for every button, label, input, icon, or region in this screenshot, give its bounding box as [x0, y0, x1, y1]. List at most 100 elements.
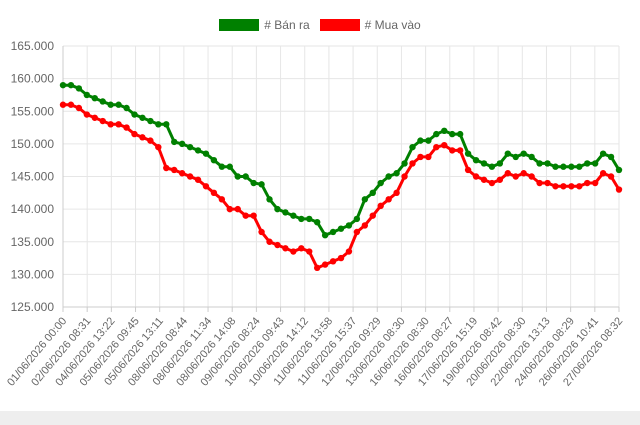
data-point — [75, 104, 83, 112]
data-point — [472, 156, 480, 164]
data-point — [480, 176, 488, 183]
data-point — [67, 101, 75, 108]
data-point — [67, 81, 75, 89]
data-point — [576, 183, 583, 190]
data-point — [409, 160, 416, 167]
data-point — [306, 248, 313, 255]
data-point — [313, 218, 321, 226]
data-point — [449, 147, 456, 154]
data-point — [361, 196, 369, 203]
data-point — [91, 95, 98, 102]
data-point — [258, 228, 265, 236]
data-point — [218, 196, 226, 203]
data-point — [480, 160, 488, 167]
data-point — [123, 124, 130, 131]
data-point — [337, 225, 345, 232]
data-point — [186, 173, 194, 180]
data-point — [584, 160, 591, 167]
data-point — [504, 170, 511, 177]
data-point — [306, 215, 313, 223]
data-point — [202, 150, 210, 157]
data-point — [488, 179, 496, 187]
data-point — [512, 153, 519, 161]
data-point — [171, 166, 178, 174]
data-point — [528, 153, 535, 161]
data-point — [250, 179, 257, 187]
data-point — [139, 134, 146, 141]
legend-swatch-ban-ra — [219, 19, 260, 31]
data-point — [345, 222, 353, 229]
data-point — [464, 150, 472, 157]
data-point — [401, 160, 408, 167]
data-point — [568, 163, 575, 170]
data-point — [599, 150, 607, 157]
series-line-0 — [63, 83, 621, 237]
data-point — [552, 183, 559, 190]
data-point — [472, 173, 480, 180]
data-point — [591, 179, 599, 187]
data-point — [496, 176, 504, 183]
legend-item-ban-ra[interactable]: # Bán ra — [219, 18, 310, 32]
data-point — [75, 85, 83, 92]
legend: # Bán ra # Mua vào — [0, 18, 640, 32]
data-point — [115, 101, 122, 108]
data-point — [290, 248, 297, 255]
data-point — [226, 163, 233, 170]
data-point — [607, 173, 615, 180]
data-point — [401, 173, 408, 180]
data-point — [417, 153, 424, 161]
data-point — [433, 143, 440, 151]
data-point — [560, 183, 567, 190]
data-point — [456, 147, 464, 154]
data-point — [186, 143, 194, 151]
data-point — [441, 141, 448, 149]
data-point — [512, 173, 519, 180]
data-point — [488, 163, 496, 170]
data-point — [258, 181, 265, 188]
data-point — [218, 163, 226, 170]
data-point — [425, 137, 432, 144]
data-point — [361, 222, 369, 229]
data-point — [91, 114, 98, 121]
data-point — [369, 212, 376, 219]
series-line-1 — [63, 103, 621, 270]
data-point — [123, 104, 130, 112]
data-point — [242, 212, 249, 219]
data-point — [377, 179, 384, 187]
y-tick-label: 125.000 — [11, 300, 55, 314]
data-point — [321, 232, 329, 239]
data-point — [393, 170, 400, 177]
data-point — [591, 160, 599, 167]
data-point — [496, 160, 504, 167]
data-point — [178, 170, 186, 177]
data-point — [329, 228, 337, 236]
data-point — [456, 130, 464, 138]
y-tick-label: 155.000 — [11, 104, 55, 118]
data-point — [210, 189, 218, 197]
y-tick-label: 165.000 — [11, 39, 55, 53]
data-point — [544, 179, 551, 187]
data-point — [552, 163, 559, 170]
data-point — [163, 121, 170, 128]
data-point — [353, 215, 361, 223]
data-point — [615, 166, 623, 174]
data-point — [417, 137, 424, 144]
data-point — [441, 127, 448, 135]
data-point — [385, 173, 392, 180]
y-tick-label: 130.000 — [11, 267, 55, 281]
data-point — [337, 254, 345, 262]
data-point — [282, 209, 289, 216]
data-point — [242, 173, 249, 180]
data-point — [202, 183, 210, 190]
data-point — [99, 117, 106, 125]
legend-item-mua-vao[interactable]: # Mua vào — [319, 18, 421, 32]
data-point — [163, 164, 170, 172]
data-point — [250, 212, 257, 219]
data-point — [433, 130, 440, 138]
data-point — [584, 179, 591, 187]
data-point — [274, 205, 281, 213]
data-point — [274, 241, 281, 249]
data-point — [520, 170, 527, 177]
